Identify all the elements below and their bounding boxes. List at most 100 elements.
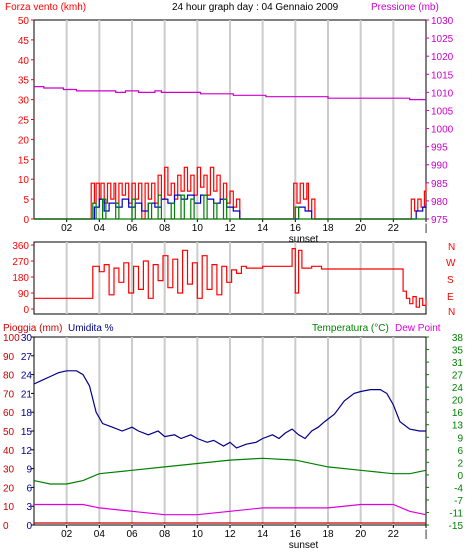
pressure-ytick-label-1005: 1005 bbox=[431, 106, 454, 117]
sunset-label-2: sunset bbox=[289, 540, 319, 551]
rain-ytick-label-90: 90 bbox=[3, 352, 15, 363]
temperature-ytick-label-15: 38 bbox=[452, 333, 464, 344]
rain-humidity-temperature-xtick-label-18: 18 bbox=[322, 529, 334, 540]
pressure-ytick-label-1000: 1000 bbox=[431, 125, 454, 136]
wind-ytick-label-15: 15 bbox=[18, 155, 30, 166]
rain-humidity-temperature-xtick-label-4: 04 bbox=[94, 529, 106, 540]
wind-ytick-label-40: 40 bbox=[18, 56, 30, 67]
pressure-ytick-label-975: 975 bbox=[431, 215, 448, 226]
pressure-ytick-label-985: 985 bbox=[431, 179, 448, 190]
temperature-axis-title: Temperatura (°C) bbox=[312, 323, 389, 334]
compass-label-s: S bbox=[447, 275, 454, 286]
rain-ytick-label-50: 50 bbox=[3, 427, 15, 438]
rain-ytick-label-80: 80 bbox=[3, 371, 15, 382]
rain-ytick-label-0: 0 bbox=[3, 521, 9, 532]
pressure-ytick-label-990: 990 bbox=[431, 161, 448, 172]
rain-axis-title: Pioggia (mm) bbox=[3, 323, 62, 334]
humidity-ytick-label-24: 24 bbox=[21, 371, 33, 382]
humidity-ytick-label-30: 30 bbox=[21, 333, 33, 344]
wind-pressure-xtick-label-10: 10 bbox=[192, 223, 204, 234]
pressure-ytick-label-1025: 1025 bbox=[431, 34, 454, 45]
humidity-ytick-label-21: 21 bbox=[21, 389, 33, 400]
wind-pressure-xtick-label-18: 18 bbox=[322, 223, 334, 234]
rain-humidity-temperature-xtick-label-14: 14 bbox=[257, 529, 269, 540]
wind-ytick-label-10: 10 bbox=[18, 175, 30, 186]
pressure-ytick-label-1010: 1010 bbox=[431, 88, 454, 99]
direction-ytick-label-270: 270 bbox=[12, 257, 29, 268]
wind-ytick-label-0: 0 bbox=[23, 215, 29, 226]
humidity-ytick-label-3: 3 bbox=[26, 502, 32, 513]
humidity-ytick-label-15: 15 bbox=[21, 427, 33, 438]
rain-ytick-label-20: 20 bbox=[3, 483, 15, 494]
humidity-ytick-label-6: 6 bbox=[26, 483, 32, 494]
direction-ytick-label-360: 360 bbox=[12, 241, 29, 252]
temperature-series bbox=[33, 457, 427, 485]
direction-ytick-label-0: 0 bbox=[23, 305, 29, 316]
rain-ytick-label-100: 100 bbox=[3, 333, 20, 344]
pressure-ytick-label-995: 995 bbox=[431, 143, 448, 154]
wind-speed-axis-title: Forza vento (kmh) bbox=[5, 2, 86, 13]
green-series bbox=[34, 194, 426, 220]
wind-pressure-xtick-label-24: | bbox=[425, 223, 428, 234]
rain-ytick-label-40: 40 bbox=[3, 446, 15, 457]
wind-ytick-label-45: 45 bbox=[18, 36, 30, 47]
rain-ytick-label-10: 10 bbox=[3, 502, 15, 513]
humidity-ytick-label-9: 9 bbox=[26, 465, 32, 476]
wind-ytick-label-35: 35 bbox=[18, 76, 30, 87]
compass-label-n-bottom: N bbox=[448, 307, 455, 318]
pressure-ytick-label-980: 980 bbox=[431, 197, 448, 208]
humidity-ytick-label-18: 18 bbox=[21, 408, 33, 419]
rain-humidity-temperature-xtick-label-2: 02 bbox=[61, 529, 73, 540]
humidity-axis-title: Umidita % bbox=[68, 323, 114, 334]
humidity-ytick-label-27: 27 bbox=[21, 352, 33, 363]
temperature-ytick-label-2: -7 bbox=[454, 496, 463, 507]
pressure-ytick-label-1020: 1020 bbox=[431, 52, 454, 63]
temperature-ytick-label-0: -15 bbox=[449, 521, 464, 532]
compass-label-w: W bbox=[446, 258, 456, 269]
pressure-ytick-label-1015: 1015 bbox=[431, 70, 454, 81]
wind-pressure-xtick-label-12: 12 bbox=[224, 223, 236, 234]
pressure-ytick-label-1030: 1030 bbox=[431, 16, 454, 27]
rain-humidity-temperature-xtick-label-20: 20 bbox=[355, 529, 367, 540]
humidity-series bbox=[33, 370, 426, 449]
pressure-axis-title: Pressione (mb) bbox=[371, 2, 439, 13]
temperature-ytick-label-12: 27 bbox=[452, 371, 464, 382]
temperature-ytick-label-6: 6 bbox=[457, 446, 463, 457]
sunset-label-1: sunset bbox=[289, 234, 319, 245]
temperature-ytick-label-11: 24 bbox=[452, 383, 464, 394]
temperature-ytick-label-7: 9 bbox=[457, 433, 463, 444]
compass-label-e: E bbox=[447, 292, 454, 303]
rain-humidity-temperature-xtick-label-24: | bbox=[425, 529, 428, 540]
rain-ytick-label-30: 30 bbox=[3, 465, 15, 476]
wind-pressure-xtick-label-2: 02 bbox=[61, 223, 73, 234]
wind-ytick-label-5: 5 bbox=[23, 195, 29, 206]
wind-ytick-label-25: 25 bbox=[18, 116, 30, 127]
wind-ytick-label-20: 20 bbox=[18, 135, 30, 146]
rain-humidity-temperature-xtick-label-8: 08 bbox=[159, 529, 171, 540]
rain-humidity-temperature-xtick-label-10: 10 bbox=[192, 529, 204, 540]
rain-ytick-label-60: 60 bbox=[3, 408, 15, 419]
temperature-ytick-label-1: -11 bbox=[449, 508, 463, 519]
wind-pressure-xtick-label-16: 16 bbox=[290, 223, 302, 234]
temperature-ytick-label-13: 31 bbox=[452, 358, 464, 369]
wind_dir-series bbox=[34, 248, 427, 308]
wind-ytick-label-50: 50 bbox=[18, 16, 30, 27]
temperature-ytick-label-10: 20 bbox=[452, 396, 464, 407]
wind-pressure-xtick-label-6: 06 bbox=[126, 223, 138, 234]
pressure-series bbox=[34, 86, 426, 101]
temperature-ytick-label-4: 0 bbox=[457, 471, 463, 482]
direction-ytick-label-90: 90 bbox=[18, 289, 30, 300]
temperature-ytick-label-5: 2 bbox=[457, 458, 463, 469]
compass-label-n-top: N bbox=[448, 242, 455, 253]
rain-ytick-label-70: 70 bbox=[3, 389, 15, 400]
rain-humidity-temperature-xtick-label-16: 16 bbox=[290, 529, 302, 540]
wind-ytick-label-30: 30 bbox=[18, 96, 30, 107]
rain-humidity-temperature-xtick-label-12: 12 bbox=[224, 529, 236, 540]
wind-pressure-xtick-label-20: 20 bbox=[355, 223, 367, 234]
rain-humidity-temperature-xtick-label-6: 06 bbox=[126, 529, 138, 540]
direction-ytick-label-180: 180 bbox=[12, 273, 29, 284]
wind-pressure-xtick-label-22: 22 bbox=[388, 223, 400, 234]
wind-pressure-xtick-label-8: 08 bbox=[159, 223, 171, 234]
rain-humidity-temperature-xtick-label-22: 22 bbox=[388, 529, 400, 540]
